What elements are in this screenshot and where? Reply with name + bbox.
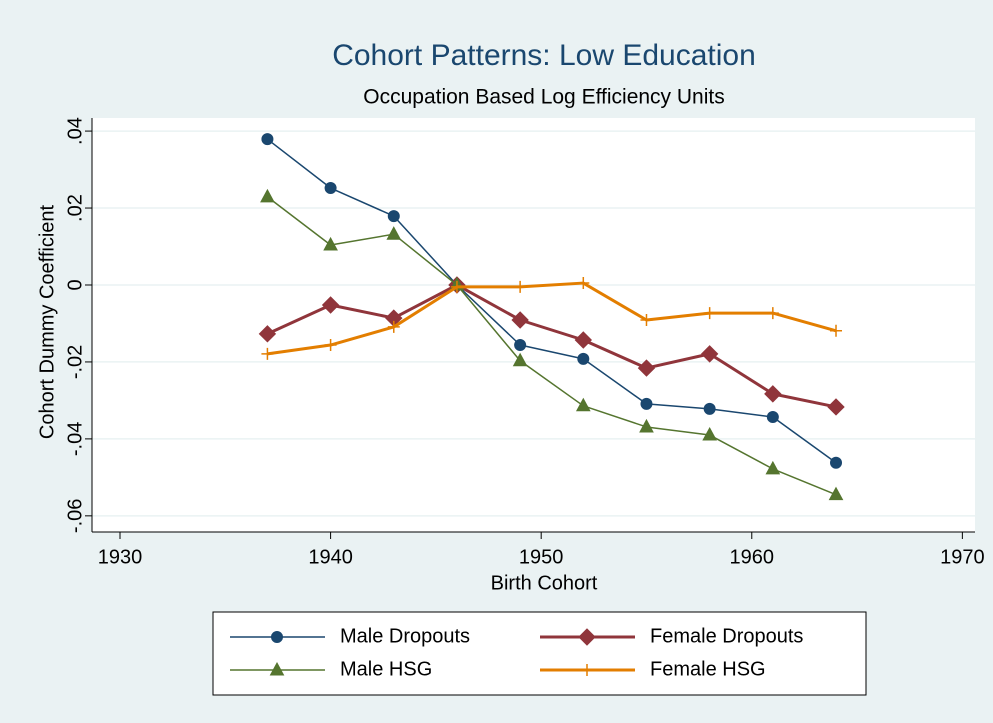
data-point <box>577 277 590 290</box>
data-point <box>324 339 337 352</box>
data-point <box>640 313 653 326</box>
x-axis-title: Birth Cohort <box>491 572 598 594</box>
x-tick-label: 1970 <box>940 546 985 568</box>
data-point <box>386 226 402 240</box>
legend-label: Male HSG <box>340 658 432 680</box>
legend-label: Male Dropouts <box>340 625 470 647</box>
y-tick-label: -.04 <box>64 422 86 456</box>
y-tick-label: .04 <box>64 117 86 145</box>
x-tick-label: 1930 <box>98 546 143 568</box>
chart-title: Cohort Patterns: Low Education <box>332 39 756 72</box>
data-point <box>323 236 338 251</box>
chart-subtitle: Occupation Based Log Efficiency Units <box>363 86 724 109</box>
legend-box <box>212 611 867 696</box>
data-point <box>514 339 527 352</box>
series-line <box>266 283 837 409</box>
data-point <box>637 359 656 377</box>
legend-marker <box>269 661 285 676</box>
data-point <box>766 307 779 320</box>
series-line <box>266 196 837 496</box>
legend-marker <box>578 628 596 646</box>
x-tick-label: 1940 <box>308 546 353 568</box>
data-point <box>324 182 337 195</box>
data-point <box>574 331 593 349</box>
data-point <box>639 418 654 433</box>
data-point <box>703 307 716 320</box>
y-tick-label: 0 <box>64 279 86 290</box>
data-point <box>450 280 463 293</box>
data-point <box>258 325 277 343</box>
data-point <box>703 402 716 415</box>
data-point <box>261 347 274 360</box>
data-point <box>387 210 400 223</box>
legend-marker <box>581 664 593 676</box>
series-line <box>266 138 837 464</box>
data-point <box>828 486 844 501</box>
y-tick-label: -.02 <box>64 345 86 379</box>
legend-label: Female HSG <box>650 658 766 680</box>
data-point <box>575 397 591 412</box>
data-point <box>514 280 527 293</box>
data-point <box>830 456 843 469</box>
data-point <box>321 296 340 314</box>
data-point <box>387 320 400 333</box>
data-point <box>765 460 781 475</box>
data-point <box>827 398 845 416</box>
legend-label: Female Dropouts <box>650 625 803 647</box>
data-point <box>577 352 590 365</box>
x-tick-label: 1960 <box>730 546 775 568</box>
x-tick-label: 1950 <box>519 546 564 568</box>
data-point <box>702 426 717 441</box>
data-point <box>512 352 528 367</box>
data-point <box>260 188 275 203</box>
legend-marker <box>271 631 283 643</box>
data-point <box>511 311 529 329</box>
data-point <box>766 410 779 423</box>
data-point <box>700 345 719 363</box>
data-point <box>830 324 843 337</box>
y-axis-title: Cohort Dummy Coefficient <box>36 204 58 439</box>
data-point <box>764 385 782 403</box>
y-tick-label: .02 <box>64 194 86 222</box>
data-point <box>640 397 653 410</box>
series-line <box>267 281 837 356</box>
data-point <box>261 133 274 146</box>
y-tick-label: -.06 <box>64 499 86 533</box>
